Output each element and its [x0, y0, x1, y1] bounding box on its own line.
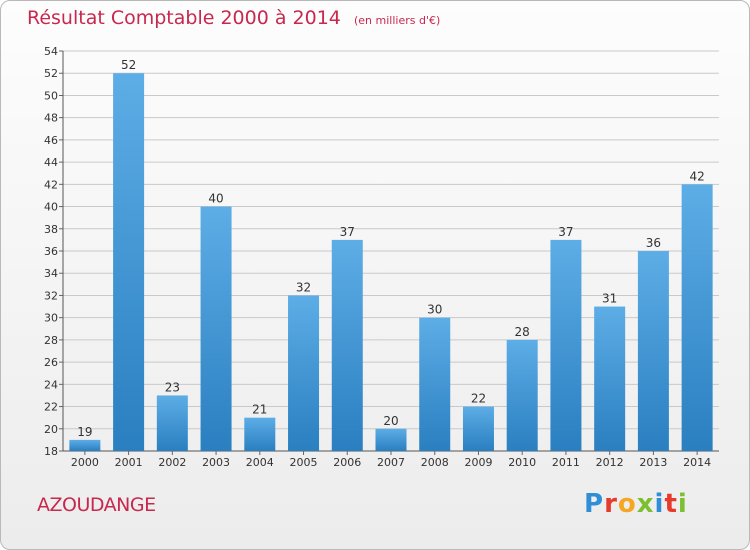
y-tick-label: 42: [44, 178, 58, 191]
logo-letter: P: [584, 489, 605, 519]
bar: [156, 395, 188, 451]
bar: [506, 339, 538, 451]
y-tick-label: 38: [44, 223, 58, 236]
x-tick-label: 2014: [683, 456, 711, 469]
bar: [462, 406, 494, 451]
y-tick-label: 24: [44, 378, 58, 391]
y-tick-label: 44: [44, 156, 58, 169]
y-tick-label: 30: [44, 312, 58, 325]
logo-letter: x: [636, 489, 655, 519]
x-tick-label: 2009: [464, 456, 492, 469]
bar-value-label: 37: [340, 225, 355, 239]
chart-title: Résultat Comptable 2000 à 2014 (en milli…: [27, 7, 440, 29]
proxiti-logo[interactable]: Proxiti: [584, 489, 688, 519]
x-tick-label: 2000: [71, 456, 99, 469]
y-tick-label: 48: [44, 112, 58, 125]
x-tick-label: 2006: [333, 456, 361, 469]
y-tick-label: 22: [44, 401, 58, 414]
bar-value-label: 22: [471, 392, 486, 406]
bar: [419, 317, 451, 451]
bar: [200, 206, 232, 451]
x-tick-label: 2004: [246, 456, 274, 469]
y-tick-label: 46: [44, 134, 58, 147]
chart-title-main: Résultat Comptable 2000 à 2014: [27, 7, 341, 29]
y-tick-label: 40: [44, 201, 58, 214]
bar-value-label: 37: [558, 225, 573, 239]
x-tick-label: 2001: [115, 456, 143, 469]
bar: [288, 295, 320, 451]
y-tick-label: 18: [44, 445, 58, 458]
logo-letter: r: [604, 489, 618, 519]
bar: [69, 439, 101, 451]
y-tick-label: 36: [44, 245, 58, 258]
y-tick-label: 50: [44, 89, 58, 102]
bar: [244, 417, 276, 451]
bar: [375, 428, 407, 451]
bar-value-label: 31: [602, 292, 617, 306]
bar-value-label: 21: [252, 403, 267, 417]
bar: [113, 73, 145, 451]
y-tick-label: 52: [44, 67, 58, 80]
chart-title-unit: (en milliers d'€): [353, 14, 441, 27]
bar-value-label: 42: [689, 169, 704, 183]
bar-value-label: 28: [515, 325, 530, 339]
bar: [331, 239, 363, 451]
x-tick-label: 2002: [158, 456, 186, 469]
commune-name: AZOUDANGE: [37, 494, 156, 516]
y-tick-label: 20: [44, 423, 58, 436]
y-tick-label: 28: [44, 334, 58, 347]
bar-value-label: 19: [77, 425, 92, 439]
y-tick-label: 54: [44, 45, 58, 58]
bar: [550, 239, 582, 451]
x-tick-label: 2011: [552, 456, 580, 469]
x-tick-label: 2013: [639, 456, 667, 469]
x-tick-label: 2010: [508, 456, 536, 469]
bar: [681, 184, 713, 452]
bar-value-label: 32: [296, 280, 311, 294]
bar-value-label: 30: [427, 303, 442, 317]
logo-letter: i: [677, 489, 688, 519]
logo-letter: t: [664, 489, 678, 519]
y-tick-label: 32: [44, 289, 58, 302]
logo-letter: i: [654, 489, 665, 519]
bar-value-label: 23: [165, 380, 180, 394]
x-tick-label: 2003: [202, 456, 230, 469]
logo-letter: o: [617, 489, 637, 519]
bar-value-label: 20: [383, 414, 398, 428]
x-tick-label: 2005: [290, 456, 318, 469]
y-tick-label: 34: [44, 267, 58, 280]
bar: [594, 306, 626, 451]
bar-value-label: 40: [208, 192, 223, 206]
y-tick-label: 26: [44, 356, 58, 369]
x-tick-label: 2008: [421, 456, 449, 469]
bar-value-label: 36: [646, 236, 661, 250]
x-tick-label: 2007: [377, 456, 405, 469]
bar-value-label: 52: [121, 58, 136, 72]
bar: [637, 251, 669, 451]
x-tick-label: 2012: [596, 456, 624, 469]
